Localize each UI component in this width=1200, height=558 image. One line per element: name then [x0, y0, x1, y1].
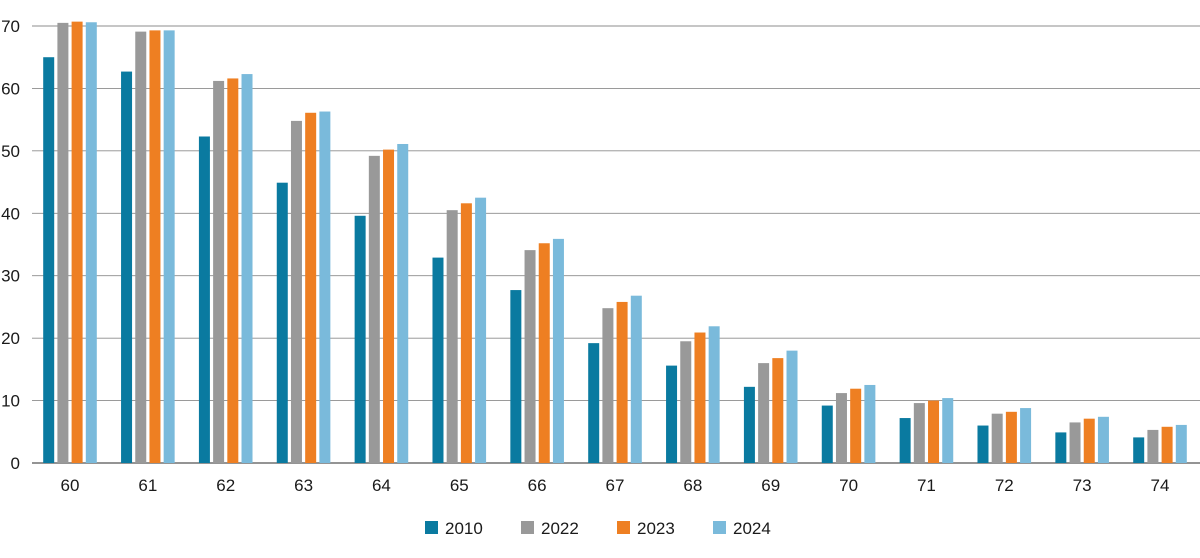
bar-2024-69: [786, 350, 798, 463]
x-tick-label: 62: [216, 476, 235, 495]
bar-2010-74: [1133, 437, 1145, 463]
x-tick-label: 66: [528, 476, 547, 495]
bar-2023-71: [928, 400, 940, 463]
bar-2010-72: [977, 425, 989, 463]
bar-2023-65: [460, 203, 472, 463]
bar-2023-70: [850, 388, 862, 463]
x-tick-label: 64: [372, 476, 391, 495]
bar-2010-60: [43, 57, 55, 463]
bar-2022-73: [1069, 422, 1081, 463]
bar-2022-61: [135, 31, 147, 464]
legend-swatch-2024: [713, 521, 726, 534]
bar-2023-67: [616, 301, 628, 463]
bar-2010-70: [821, 405, 833, 463]
x-tick-label: 68: [683, 476, 702, 495]
bar-2023-73: [1083, 418, 1095, 463]
y-tick-label: 20: [1, 329, 20, 348]
bar-2022-67: [602, 308, 614, 463]
bar-2024-68: [708, 326, 720, 463]
x-tick-label: 72: [995, 476, 1014, 495]
bar-2022-74: [1147, 429, 1159, 463]
bar-2023-64: [383, 149, 395, 463]
bar-2023-63: [305, 112, 317, 464]
bar-2023-66: [538, 243, 550, 463]
bar-2024-65: [475, 197, 487, 463]
x-tick-label: 63: [294, 476, 313, 495]
bar-2024-74: [1175, 424, 1187, 463]
bar-2024-70: [864, 384, 876, 463]
bar-2010-63: [276, 182, 288, 463]
bar-2023-61: [149, 30, 161, 464]
x-tick-label: 65: [450, 476, 469, 495]
x-axis-ticks: 60 61 62 63 64 65 66 67 68 69 70 71 72 73 74: [61, 476, 1170, 495]
y-tick-label: 40: [1, 204, 20, 223]
bar-2022-72: [991, 413, 1003, 463]
x-tick-label: 70: [839, 476, 858, 495]
legend: 2010 2022 2023 2024: [425, 519, 771, 538]
gridlines: [32, 25, 1200, 464]
bar-2010-69: [743, 386, 755, 463]
bar-2024-73: [1097, 416, 1109, 463]
x-tick-label: 69: [761, 476, 780, 495]
legend-label: 2023: [637, 519, 675, 538]
bar-2022-69: [758, 363, 770, 463]
y-tick-label: 60: [1, 79, 20, 98]
bar-2010-67: [588, 343, 600, 463]
bar-2010-71: [899, 418, 911, 463]
bar-2023-62: [227, 78, 239, 463]
y-tick-label: 0: [11, 454, 20, 473]
bar-2010-65: [432, 257, 444, 463]
bar-2022-63: [290, 120, 302, 464]
bar-2022-64: [368, 155, 380, 463]
bar-2023-74: [1161, 426, 1173, 463]
y-tick-label: 50: [1, 142, 20, 161]
bar-2010-66: [510, 290, 522, 463]
x-tick-label: 60: [61, 476, 80, 495]
bar-2024-60: [85, 22, 97, 464]
legend-swatch-2022: [521, 521, 534, 534]
bar-2024-64: [397, 143, 409, 464]
bar-2024-66: [552, 238, 564, 463]
bar-2022-71: [913, 403, 925, 463]
legend-label: 2024: [733, 519, 771, 538]
bar-2022-68: [680, 341, 692, 463]
bar-2024-63: [319, 111, 331, 463]
legend-swatch-2023: [617, 521, 630, 534]
bar-2023-69: [772, 358, 784, 463]
legend-label: 2010: [445, 519, 483, 538]
bar-2010-62: [198, 136, 210, 463]
x-tick-label: 74: [1151, 476, 1170, 495]
bar-2023-60: [71, 21, 83, 463]
bar-2022-70: [835, 393, 847, 463]
bar-2023-72: [1005, 411, 1017, 463]
bar-2010-68: [666, 365, 678, 463]
y-tick-label: 10: [1, 392, 20, 411]
bar-2022-62: [213, 80, 225, 464]
bar-2024-62: [241, 74, 253, 463]
x-tick-label: 73: [1073, 476, 1092, 495]
legend-label: 2022: [541, 519, 579, 538]
bar-2022-65: [446, 210, 458, 463]
bar-2023-68: [694, 332, 706, 463]
bar-2022-66: [524, 250, 536, 463]
y-axis-ticks: 0 10 20 30 40 50 60 70: [1, 17, 20, 473]
bar-2024-67: [630, 295, 642, 463]
x-tick-label: 71: [917, 476, 936, 495]
bar-2022-60: [57, 22, 69, 463]
bar-2010-61: [121, 71, 133, 463]
y-tick-label: 70: [1, 17, 20, 36]
bar-2010-73: [1055, 432, 1067, 463]
bar-2010-64: [354, 215, 366, 463]
legend-swatch-2010: [425, 521, 438, 534]
x-tick-label: 61: [138, 476, 157, 495]
bar-2024-71: [942, 398, 954, 463]
bar-2024-72: [1020, 408, 1032, 463]
x-tick-label: 67: [606, 476, 625, 495]
y-tick-label: 30: [1, 267, 20, 286]
bar-2024-61: [163, 30, 175, 464]
bars: [43, 21, 1187, 464]
